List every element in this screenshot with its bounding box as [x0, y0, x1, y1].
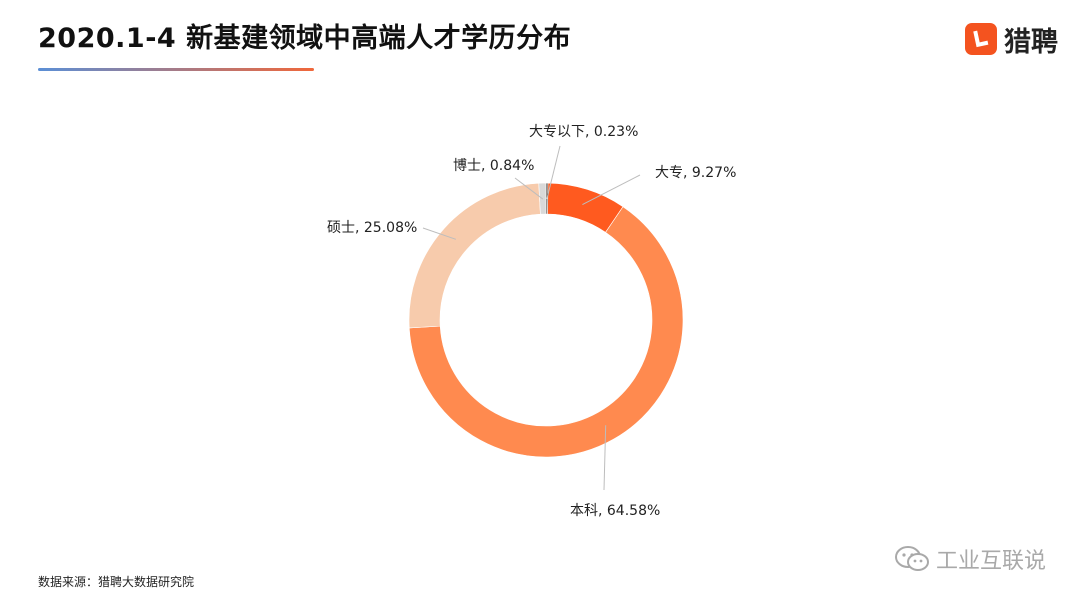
- page-title: 2020.1-4 新基建领域中高端人才学历分布: [38, 23, 572, 54]
- liepin-logo-icon: [965, 23, 997, 55]
- leader-line-大专: [582, 174, 641, 206]
- slice-label-大专: 大专, 9.27%: [655, 165, 736, 181]
- leader-line-硕士: [422, 227, 457, 240]
- slice-label-硕士: 硕士, 25.08%: [327, 220, 417, 236]
- wechat-icon: [894, 546, 929, 571]
- watermark: 工业互联说: [894, 543, 1046, 575]
- title-underline: [38, 68, 314, 71]
- slice-本科: [408, 206, 684, 458]
- slice-硕士: [408, 182, 541, 329]
- logo-text: 猎聘: [1004, 26, 1058, 58]
- leader-line-本科: [603, 425, 607, 491]
- leader-lines: [422, 145, 641, 491]
- donut-slices: [408, 182, 684, 458]
- leader-line-博士: [514, 177, 544, 200]
- slice-label-博士: 博士, 0.84%: [453, 157, 534, 174]
- data-source: 数据来源：猎聘大数据研究院: [38, 575, 195, 589]
- brand-logo: 猎聘: [965, 20, 1058, 58]
- leader-line-大专以下: [546, 145, 561, 200]
- slice-label-大专以下: 大专以下, 0.23%: [529, 124, 638, 140]
- slice-label-本科: 本科, 64.58%: [570, 503, 660, 519]
- watermark-text: 工业互联说: [935, 549, 1046, 574]
- slice-labels: 大专以下, 0.23% 大专, 9.27% 本科, 64.58% 硕士, 25.08%…: [327, 124, 736, 519]
